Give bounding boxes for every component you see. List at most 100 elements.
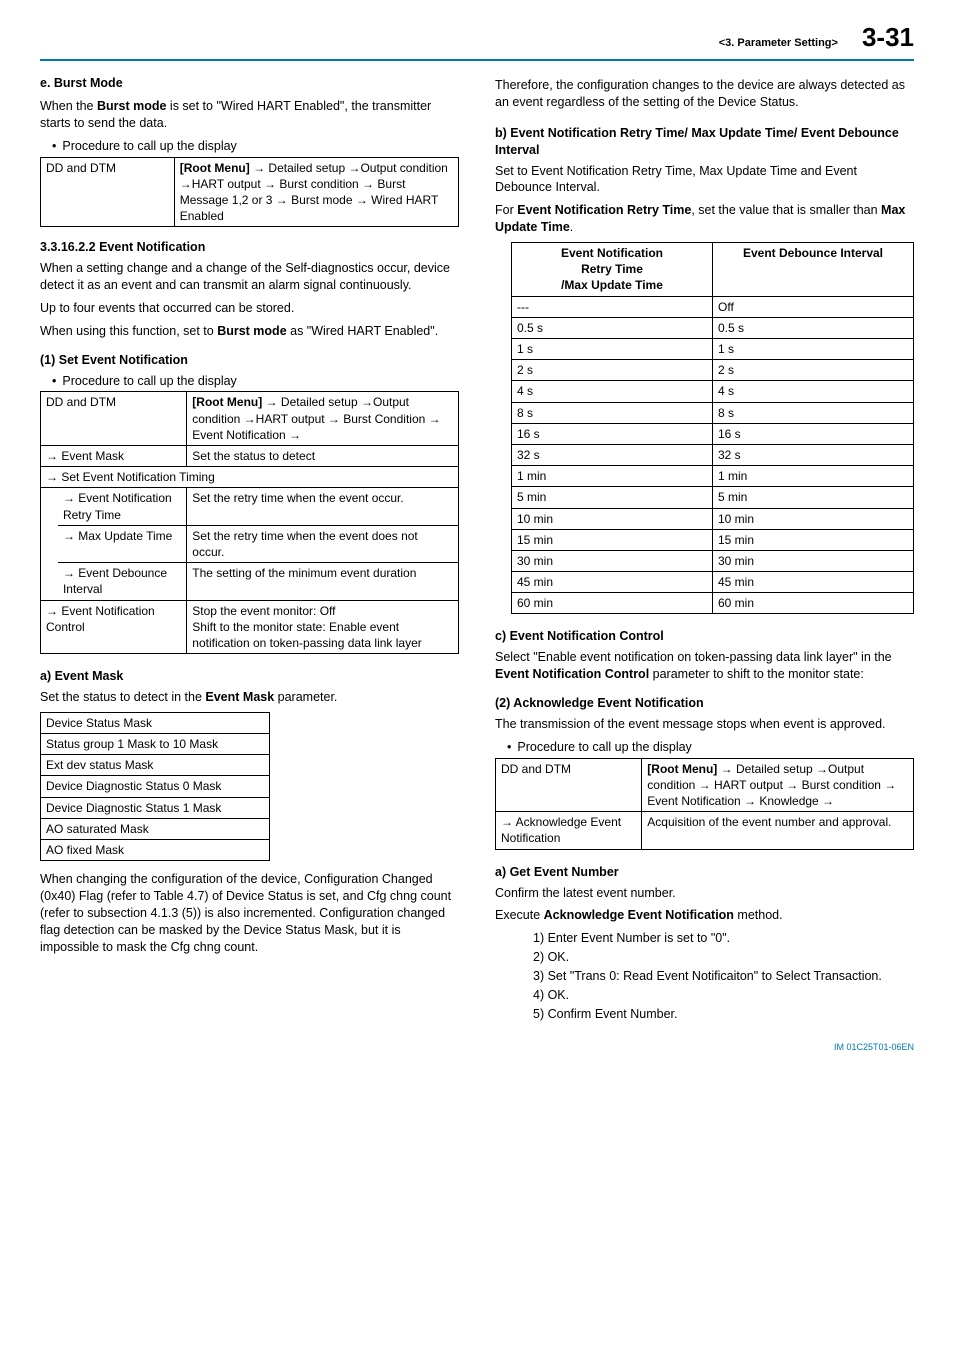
table-retry-time: Event NotificationRetry Time/Max Update … <box>511 242 914 614</box>
table-row: 60 min <box>713 593 914 614</box>
table-row: 45 min <box>512 572 713 593</box>
cell-t1-r4r: Set the retry time when the event occur. <box>187 488 459 525</box>
cell-t2-r1l: DD and DTM <box>496 758 642 812</box>
heading-b-retry-time: b) Event Notification Retry Time/ Max Up… <box>495 125 914 159</box>
heading-set-event-notif: (1) Set Event Notification <box>40 352 459 369</box>
para-ra2: Execute Acknowledge Event Notification m… <box>495 907 914 924</box>
table-row: 1 s <box>512 339 713 360</box>
cell-t2-r1r: [Root Menu] → Detailed setup →Output con… <box>642 758 914 812</box>
table-row: 16 s <box>512 423 713 444</box>
table-row: Status group 1 Mask to 10 Mask <box>41 734 270 755</box>
heading-c-evn-control: c) Event Notification Control <box>495 628 914 645</box>
table-row: 16 s <box>713 423 914 444</box>
table-ack-evn: DD and DTM [Root Menu] → Detailed setup … <box>495 758 914 850</box>
left-column: e. Burst Mode When the Burst mode is set… <box>40 75 459 1025</box>
step-list: 1) Enter Event Number is set to "0". 2) O… <box>533 930 914 1022</box>
list-item: 1) Enter Event Number is set to "0". <box>533 930 914 947</box>
table-row: 60 min <box>512 593 713 614</box>
header-page-number: 3-31 <box>862 20 914 55</box>
bullet-proc-display-1: Procedure to call up the display <box>52 138 459 155</box>
table-row: AO fixed Mask <box>41 839 270 860</box>
para-event-mask-2: When changing the configuration of the d… <box>40 871 459 955</box>
table-row: 0.5 s <box>512 317 713 338</box>
table-row: 1 min <box>713 466 914 487</box>
table-row: Ext dev status Mask <box>41 755 270 776</box>
header-section: <3. Parameter Setting> <box>719 36 838 51</box>
para-event-mask: Set the status to detect in the Event Ma… <box>40 689 459 706</box>
table-row: 30 min <box>713 550 914 571</box>
table-row: 10 min <box>713 508 914 529</box>
bullet-proc-display-3: Procedure to call up the display <box>507 739 914 756</box>
table-row: 0.5 s <box>713 317 914 338</box>
para-right-top: Therefore, the configuration changes to … <box>495 77 914 111</box>
cell-t1-r6l: → Event Debounce Interval <box>58 563 187 600</box>
para-evn-2: Up to four events that occurred can be s… <box>40 300 459 317</box>
cell-t1-r4l: → Event Notification Retry Time <box>58 488 187 525</box>
table-event-mask-list: Device Status MaskStatus group 1 Mask to… <box>40 712 270 861</box>
table-row: 15 min <box>713 529 914 550</box>
cell-t1-r7l: → Event Notification Control <box>41 600 187 654</box>
heading-ack-evn: (2) Acknowledge Event Notification <box>495 695 914 712</box>
page-header: <3. Parameter Setting> 3-31 <box>40 20 914 61</box>
table-row: 30 min <box>512 550 713 571</box>
heading-e-burst-mode: e. Burst Mode <box>40 75 459 92</box>
event-mask-body: Device Status MaskStatus group 1 Mask to… <box>41 712 270 860</box>
cell-t1-r2l: → Event Mask <box>41 446 187 467</box>
list-item: 4) OK. <box>533 987 914 1004</box>
table-row: 10 min <box>512 508 713 529</box>
heading-b-text: b) Event Notification Retry Time/ Max Up… <box>495 126 899 157</box>
heading-ra-get-event: a) Get Event Number <box>495 864 914 881</box>
table-row: 4 s <box>512 381 713 402</box>
cell-t1-r7r: Stop the event monitor: Off Shift to the… <box>187 600 459 654</box>
list-item: 2) OK. <box>533 949 914 966</box>
th-retry-left: Event NotificationRetry Time/Max Update … <box>512 243 713 297</box>
cell-t1-r6r: The setting of the minimum event duratio… <box>187 563 459 600</box>
cell-t2-r2r: Acquisition of the event number and appr… <box>642 812 914 849</box>
table-row: 32 s <box>713 444 914 465</box>
th-retry-right: Event Debounce Interval <box>713 243 914 297</box>
table-row: 1 s <box>713 339 914 360</box>
cell-root-menu-1: [Root Menu] → Detailed setup →Output con… <box>174 157 458 227</box>
footer-doc-code: IM 01C25T01-06EN <box>40 1041 914 1053</box>
para-ack: The transmission of the event message st… <box>495 716 914 733</box>
table-row: 2 s <box>713 360 914 381</box>
heading-a-event-mask: a) Event Mask <box>40 668 459 685</box>
table-row: AO saturated Mask <box>41 818 270 839</box>
heading-331622: 3.3.16.2.2 Event Notification <box>40 239 459 256</box>
para-ra1: Confirm the latest event number. <box>495 885 914 902</box>
table-row: Device Status Mask <box>41 712 270 733</box>
table-row: 5 min <box>512 487 713 508</box>
cell-t1-r5r: Set the retry time when the event does n… <box>187 525 459 562</box>
bullet-proc-display-2: Procedure to call up the display <box>52 373 459 390</box>
para-b1: Set to Event Notification Retry Time, Ma… <box>495 163 914 197</box>
para-c: Select "Enable event notification on tok… <box>495 649 914 683</box>
cell-t1-r5l: → Max Update Time <box>58 525 187 562</box>
para-evn-3: When using this function, set to Burst m… <box>40 323 459 340</box>
table-set-event-notif: DD and DTM [Root Menu] → Detailed setup … <box>40 391 459 654</box>
table-row: 4 s <box>713 381 914 402</box>
table-row: Device Diagnostic Status 0 Mask <box>41 776 270 797</box>
table-row: --- <box>512 296 713 317</box>
para-burst-mode: When the Burst mode is set to "Wired HAR… <box>40 98 459 132</box>
cell-t1-r1r: [Root Menu] → Detailed setup →Output con… <box>187 392 459 446</box>
table-row: 32 s <box>512 444 713 465</box>
cell-t1-r2r: Set the status to detect <box>187 446 459 467</box>
para-b2: For Event Notification Retry Time, set t… <box>495 202 914 236</box>
retry-time-body: ---Off0.5 s0.5 s1 s1 s2 s2 s4 s4 s8 s8 s… <box>512 296 914 614</box>
table-row: 2 s <box>512 360 713 381</box>
list-item: 5) Confirm Event Number. <box>533 1006 914 1023</box>
content-columns: e. Burst Mode When the Burst mode is set… <box>40 75 914 1025</box>
table-row: 8 s <box>512 402 713 423</box>
cell-t1-r1l: DD and DTM <box>41 392 187 446</box>
table-row: 1 min <box>512 466 713 487</box>
table-row: 5 min <box>713 487 914 508</box>
list-item: 3) Set "Trans 0: Read Event Notificaiton… <box>533 968 914 985</box>
table-row: 8 s <box>713 402 914 423</box>
cell-t2-r2l: → Acknowledge Event Notification <box>496 812 642 849</box>
table-row: 15 min <box>512 529 713 550</box>
cell-t1-r3: → Set Event Notification Timing <box>41 467 459 488</box>
right-column: Therefore, the configuration changes to … <box>495 75 914 1025</box>
table-row: Off <box>713 296 914 317</box>
cell-dd-dtm-1: DD and DTM <box>41 157 175 227</box>
table-row: Device Diagnostic Status 1 Mask <box>41 797 270 818</box>
